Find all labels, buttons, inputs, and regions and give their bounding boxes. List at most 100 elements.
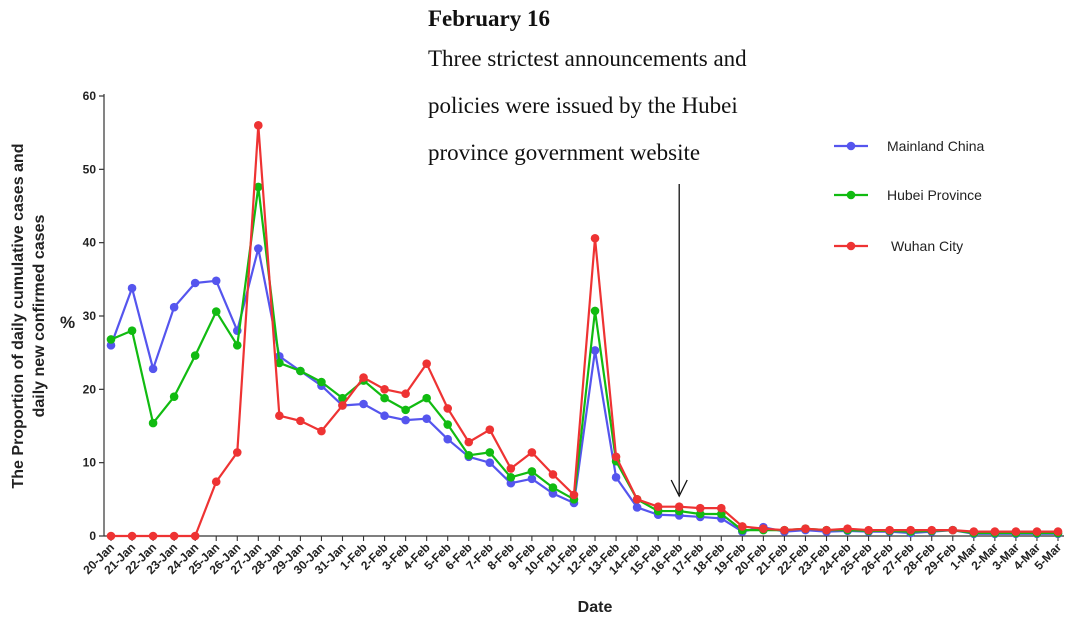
legend-item: Mainland China [834,138,984,154]
series-wuhan-city [106,121,1063,541]
data-point [148,531,158,541]
y-tick-label: 10 [83,456,97,470]
data-point [506,464,516,473]
data-point [443,434,453,444]
data-point [695,503,705,513]
data-point [864,525,873,535]
chart-series [106,121,1063,541]
legend-label: Hubei Province [887,187,982,203]
data-point [296,366,305,376]
data-point [443,404,453,413]
data-point [590,306,600,316]
data-point [127,283,137,293]
data-point [822,525,831,535]
data-point [317,377,326,387]
data-point [506,473,516,482]
data-point [211,276,221,286]
data-point [275,358,284,368]
data-point [590,233,600,243]
y-axis-title-line-1: The Proportion of daily cumulative cases… [10,144,27,489]
data-point [254,121,263,130]
data-point [169,531,179,541]
series-line [111,124,1058,538]
data-point [148,364,158,374]
series-line [109,247,1058,535]
data-point [106,335,116,344]
data-point [380,393,389,403]
data-point [422,393,431,403]
annotation-arrow [670,184,688,498]
data-point [401,415,410,425]
legend-swatch-marker [846,141,856,151]
data-point [485,425,495,434]
data-point [948,525,958,535]
data-point [190,351,200,360]
data-point [232,448,242,457]
legend-swatch-marker [846,190,856,200]
arrow-head [670,479,688,498]
data-point [527,474,537,484]
data-point [443,420,453,429]
chart-legend: Mainland China Hubei Province Wuhan City [834,138,984,254]
data-point [527,467,537,476]
data-point [464,437,474,447]
data-point [190,531,200,541]
data-point [632,495,642,504]
legend-item: Wuhan City [834,238,963,254]
y-tick-label: 60 [83,89,97,103]
data-point [674,502,684,511]
data-point [548,483,558,492]
data-point [232,341,242,350]
data-point [969,527,979,536]
data-point [1032,527,1042,536]
data-point [590,346,600,355]
y-tick-label: 30 [83,309,97,323]
data-point [569,490,579,500]
legend-item: Hubei Province [834,187,982,203]
data-point [1053,527,1063,536]
data-point [548,470,558,479]
y-axis-unit: % [60,313,75,332]
data-point [990,527,1000,536]
data-point [380,411,389,421]
data-point [632,503,642,512]
data-point [127,326,137,335]
data-point [485,458,495,467]
y-tick-label: 40 [83,236,97,250]
y-tick-label: 20 [83,382,97,396]
data-point [906,525,915,535]
data-point [106,531,116,541]
data-point [759,524,768,533]
data-point [422,414,431,423]
data-point [338,393,347,403]
data-point [780,525,789,535]
legend-swatch-marker [846,241,856,251]
legend-label: Mainland China [887,138,984,154]
data-point [485,448,495,457]
y-tick-label: 50 [83,162,97,176]
data-point [401,405,410,415]
axis-labels: The Proportion of daily cumulative cases… [10,144,612,616]
data-point [169,302,179,312]
y-tick-label: 0 [89,529,96,543]
data-point [738,522,747,531]
data-point [127,531,137,541]
data-point [653,502,663,511]
annotation-line-2: policies were issued by the Hubei [428,93,738,118]
data-point [254,182,263,192]
data-point [211,477,221,487]
annotation-date: February 16 [428,6,551,31]
annotation-line-1: Three strictest announcements and [428,46,747,71]
data-point [801,524,810,533]
y-axis-title-line-2: daily new confirmed cases [31,215,48,418]
data-point [169,392,179,401]
data-point [211,307,221,316]
data-point [338,401,347,410]
data-point [254,244,263,253]
data-point [380,385,389,394]
chart-axes: 010203040506020-Jan21-Jan22-Jan23-Jan24-… [80,89,1064,577]
legend-label: Wuhan City [891,238,963,254]
data-point [401,389,410,399]
series-mainland-china [106,244,1063,539]
